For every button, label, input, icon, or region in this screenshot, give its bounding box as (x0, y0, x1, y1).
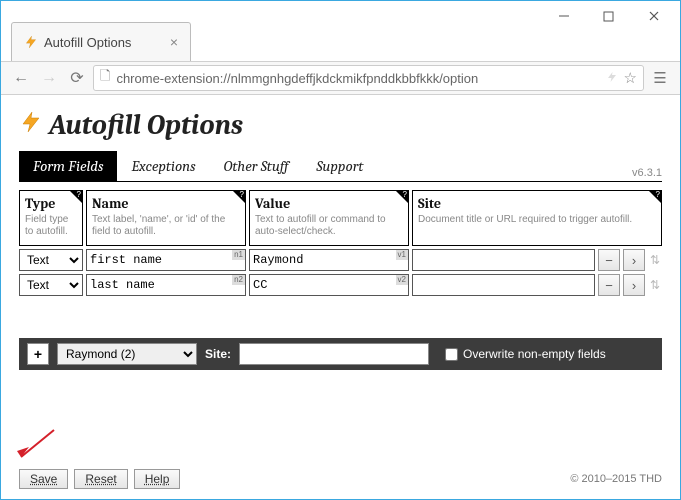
fields-table: Type Field type to autofill. ? Name Text… (19, 190, 662, 296)
lightning-icon (19, 110, 43, 140)
save-button[interactable]: Save (19, 469, 68, 489)
lightning-icon (24, 29, 38, 55)
footer: Save Reset Help © 2010–2015 THD (19, 459, 662, 489)
type-select[interactable]: Text (19, 274, 83, 296)
browser-tabstrip: Autofill Options × (1, 31, 680, 61)
type-select[interactable]: Text (19, 249, 83, 271)
value-input[interactable]: v1 (249, 249, 409, 271)
drag-handle-icon[interactable]: ⇅ (648, 274, 662, 296)
col-header-name: Name Text label, 'name', or 'id' of the … (86, 190, 246, 246)
page-icon: 🗋 (100, 67, 110, 89)
tab-exceptions[interactable]: Exceptions (117, 151, 209, 181)
remove-row-button[interactable]: − (598, 274, 620, 296)
copyright: © 2010–2015 THD (570, 473, 662, 485)
col-header-site: Site Document title or URL required to t… (412, 190, 662, 246)
move-row-button[interactable]: › (623, 274, 645, 296)
lightning-small-icon (606, 71, 618, 86)
minimize-button[interactable] (541, 2, 586, 30)
add-profile-button[interactable]: + (27, 343, 49, 365)
col-header-value: Value Text to autofill or command to aut… (249, 190, 409, 246)
site-label: Site: (205, 347, 231, 361)
page-tabs: Form Fields Exceptions Other Stuff Suppo… (19, 151, 662, 182)
menu-button[interactable]: ☰ (648, 66, 672, 90)
address-bar[interactable]: 🗋 ☆ (93, 65, 644, 91)
tab-other-stuff[interactable]: Other Stuff (210, 151, 303, 181)
close-tab-icon[interactable]: × (170, 34, 178, 50)
tab-support[interactable]: Support (302, 151, 377, 181)
bookmark-star-icon[interactable]: ☆ (624, 69, 637, 87)
help-button[interactable]: Help (134, 469, 181, 489)
browser-toolbar: ← → ⟳ 🗋 ☆ ☰ (1, 61, 680, 95)
page-title: Autofill Options (49, 109, 243, 141)
value-input[interactable]: v2 (249, 274, 409, 296)
name-input[interactable]: n1 (86, 249, 246, 271)
close-window-button[interactable] (631, 2, 676, 30)
site-input[interactable] (412, 249, 595, 271)
profile-select[interactable]: Raymond (2) (57, 343, 197, 365)
col-header-type: Type Field type to autofill. ? (19, 190, 83, 246)
move-row-button[interactable]: › (623, 249, 645, 271)
back-button[interactable]: ← (9, 66, 33, 90)
site-filter-input[interactable] (239, 343, 429, 365)
overwrite-checkbox[interactable]: Overwrite non-empty fields (445, 347, 606, 361)
maximize-button[interactable] (586, 2, 631, 30)
browser-tab[interactable]: Autofill Options × (11, 22, 191, 61)
browser-tab-title: Autofill Options (44, 35, 131, 50)
version-label: v6.3.1 (632, 167, 662, 181)
site-input[interactable] (412, 274, 595, 296)
overwrite-checkbox-input[interactable] (445, 348, 458, 361)
reset-button[interactable]: Reset (74, 469, 127, 489)
bottom-bar: + Raymond (2) Site: Overwrite non-empty … (19, 338, 662, 370)
url-input[interactable] (116, 71, 599, 86)
remove-row-button[interactable]: − (598, 249, 620, 271)
reload-button[interactable]: ⟳ (65, 66, 89, 90)
drag-handle-icon[interactable]: ⇅ (648, 249, 662, 271)
tab-form-fields[interactable]: Form Fields (19, 151, 117, 181)
name-input[interactable]: n2 (86, 274, 246, 296)
page-header: Autofill Options (19, 109, 662, 141)
forward-button[interactable]: → (37, 66, 61, 90)
